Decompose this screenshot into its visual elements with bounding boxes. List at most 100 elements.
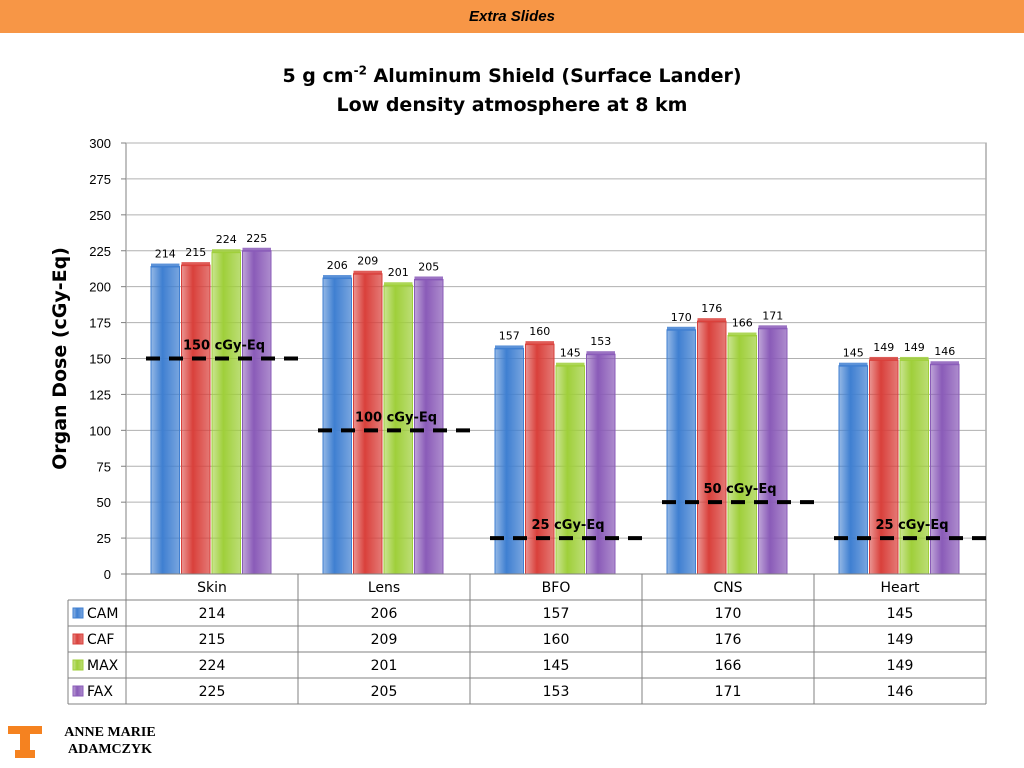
bar-cam-heart [838,365,868,575]
x-tick-label: Heart [881,580,920,596]
legend-label-cam: CAM [87,606,118,622]
table-cell: 209 [371,632,398,648]
data-label: 215 [185,246,206,259]
bar-caf-skin [181,264,211,575]
limit-label-bfo: 25 cGy-Eq [531,518,604,533]
data-label: 224 [216,233,237,246]
title-suffix: Aluminum Shield (Surface Lander) [366,65,742,87]
table-cell: 153 [543,684,570,700]
y-tick-label: 150 [89,352,111,367]
legend-label-fax: FAX [87,684,113,700]
bar-top-max-cns [728,332,757,337]
bar-max-skin [211,251,241,575]
bar-top-fax-heart [930,361,959,366]
bar-cam-bfo [494,347,524,575]
table-cell: 160 [543,632,570,648]
limit-label-skin: 150 cGy-Eq [183,339,265,354]
y-tick-label: 275 [89,172,111,187]
data-label: 146 [934,345,955,358]
y-tick-label: 175 [89,316,111,331]
chart-title-line2: Low density atmosphere at 8 km [336,94,688,116]
table-cell: 224 [199,658,226,674]
table-cell: 206 [371,606,398,622]
table-cell: 170 [715,606,742,622]
data-label: 166 [732,317,753,330]
bar-top-max-bfo [556,362,585,367]
slide-header: Extra Slides [0,0,1024,33]
bar-top-caf-lens [353,270,382,275]
bar-top-fax-cns [758,325,787,330]
bar-caf-heart [869,359,899,575]
table-cell: 145 [887,606,914,622]
author-name: ANNE MARIE ADAMCZYK [50,724,170,758]
table-cell: 145 [543,658,570,674]
legend-swatch-caf [72,633,84,645]
bar-top-cam-lens [323,275,352,280]
data-label: 149 [873,341,894,354]
table-cell: 214 [199,606,226,622]
y-tick-label: 225 [89,244,111,259]
bar-top-max-skin [212,249,241,254]
x-tick-label: BFO [542,580,571,596]
bar-top-caf-cns [697,318,726,323]
x-tick-label: CNS [713,580,742,596]
table-cell: 149 [887,658,914,674]
y-tick-label: 200 [89,280,111,295]
bar-caf-bfo [525,343,555,575]
table-cell: 171 [715,684,742,700]
data-label: 149 [904,341,925,354]
table-cell: 149 [887,632,914,648]
data-label: 206 [327,259,348,272]
legend-label-max: MAX [87,658,119,674]
data-label: 145 [560,347,581,360]
header-label: Extra Slides [469,8,555,25]
data-label: 209 [357,255,378,268]
y-tick-label: 50 [97,495,111,510]
x-tick-label: Lens [368,580,400,596]
bar-top-cam-cns [667,326,696,331]
y-tick-label: 125 [89,387,111,402]
table-cell: 176 [715,632,742,648]
table-cell: 225 [199,684,226,700]
bar-top-fax-bfo [586,351,615,356]
table-cell: 201 [371,658,398,674]
x-tick-label: Skin [197,580,227,596]
table-cell: 146 [887,684,914,700]
title-prefix: 5 g cm [282,65,354,87]
bar-caf-cns [697,320,727,575]
bar-max-bfo [555,365,585,575]
bar-max-cns [727,335,757,575]
y-tick-label: 100 [89,423,111,438]
author-line1: ANNE MARIE [64,725,156,740]
table-cell: 166 [715,658,742,674]
data-label: 160 [529,325,550,338]
data-label: 201 [388,266,409,279]
limit-label-heart: 25 cGy-Eq [875,518,948,533]
chart-title: 5 g cm-2 Aluminum Shield (Surface Lander… [0,62,1024,120]
chart-title-line1: 5 g cm-2 Aluminum Shield (Surface Lander… [0,62,1024,91]
bar-top-caf-bfo [525,341,554,346]
y-tick-label: 75 [97,459,111,474]
bar-top-max-lens [384,282,413,287]
legend-swatch-cam [72,607,84,619]
y-tick-label: 25 [97,531,111,546]
bar-top-max-heart [900,356,929,361]
data-label: 170 [671,311,692,324]
table-cell: 205 [371,684,398,700]
data-label: 171 [762,309,783,322]
data-label: 145 [843,347,864,360]
legend-swatch-fax [72,685,84,697]
data-label: 205 [418,260,439,273]
bar-fax-heart [930,363,960,575]
y-tick-label: 0 [104,567,111,582]
bar-top-cam-skin [151,263,180,268]
limit-label-cns: 50 cGy-Eq [703,482,776,497]
limit-label-lens: 100 cGy-Eq [355,410,437,425]
y-tick-label: 300 [89,136,111,151]
bar-max-heart [899,359,929,575]
legend-label-caf: CAF [87,632,114,648]
bar-top-caf-skin [181,262,210,267]
table-cell: 157 [543,606,570,622]
bar-fax-bfo [586,353,616,575]
